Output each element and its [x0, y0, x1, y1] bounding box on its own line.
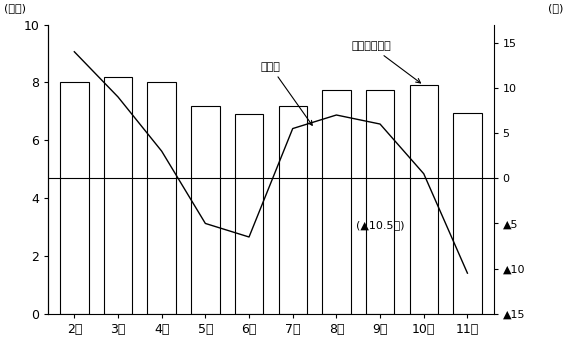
- Text: (▲10.5％): (▲10.5％): [356, 220, 404, 230]
- Text: リース契約高: リース契約高: [352, 41, 421, 83]
- Bar: [191, 106, 219, 314]
- Bar: [60, 83, 88, 314]
- Text: (％): (％): [548, 3, 564, 13]
- Bar: [147, 83, 176, 314]
- Bar: [235, 114, 263, 314]
- Bar: [322, 90, 350, 314]
- Bar: [104, 77, 132, 314]
- Bar: [409, 85, 438, 314]
- Bar: [366, 90, 394, 314]
- Text: (兆円): (兆円): [3, 3, 26, 13]
- Bar: [453, 113, 481, 314]
- Text: 前年比: 前年比: [261, 62, 312, 125]
- Bar: [278, 106, 307, 314]
